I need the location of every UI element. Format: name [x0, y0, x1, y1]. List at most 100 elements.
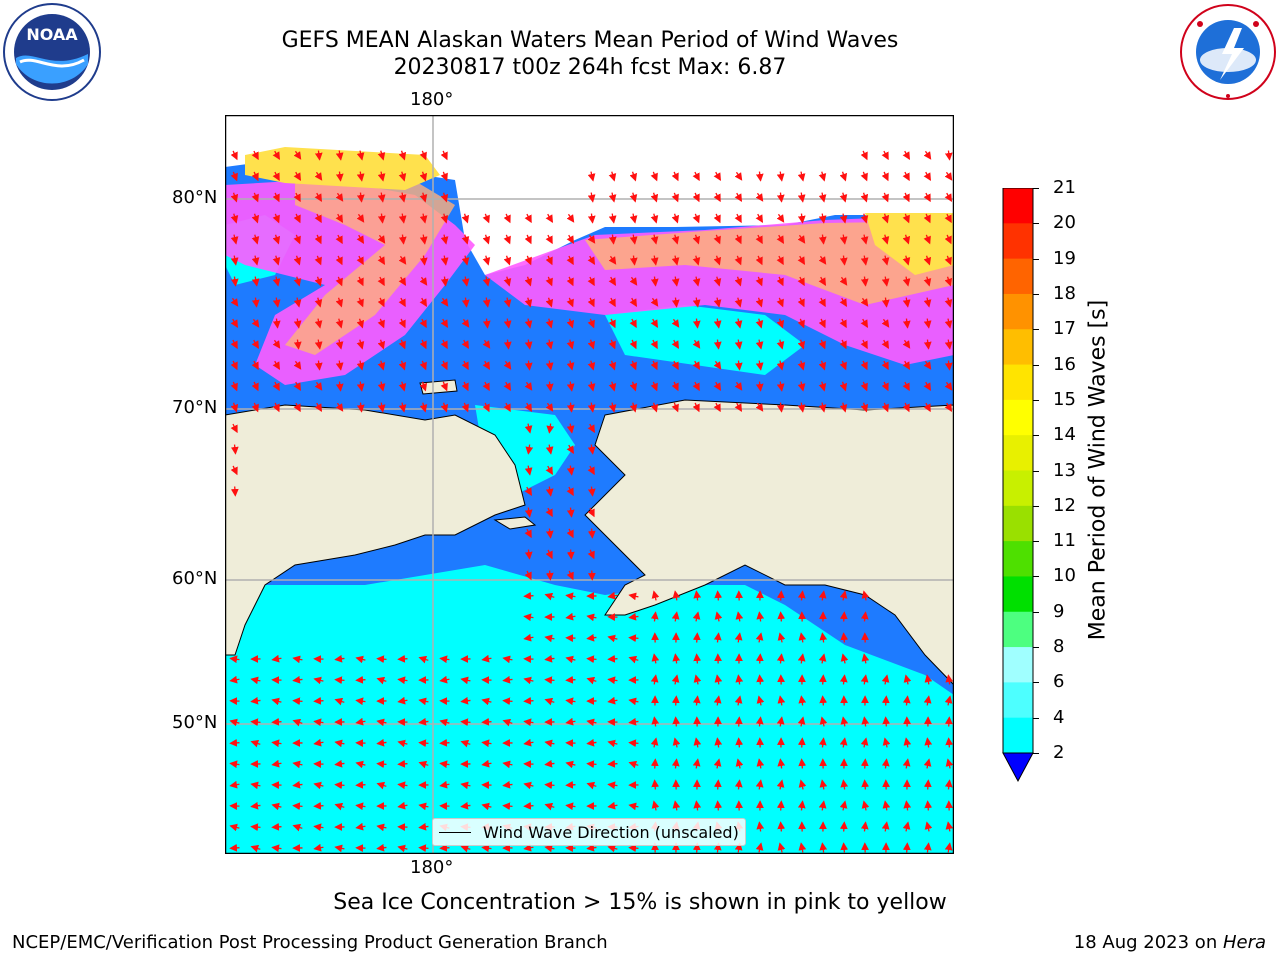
wave-arrow	[376, 823, 387, 832]
wave-arrow	[902, 192, 910, 203]
wave-arrow	[734, 234, 742, 245]
wave-arrow	[693, 590, 702, 601]
wave-arrow	[734, 632, 743, 643]
wave-arrow	[903, 737, 912, 748]
lat-label-50: 50°N	[172, 712, 218, 733]
wave-arrow	[524, 486, 532, 497]
wave-arrow	[440, 213, 449, 224]
wave-arrow	[334, 654, 345, 663]
wave-arrow	[692, 339, 701, 349]
wave-arrow	[839, 800, 848, 811]
wave-arrow	[314, 318, 323, 329]
wave-arrow	[629, 318, 637, 329]
wave-arrow	[629, 171, 638, 182]
wave-arrow	[672, 590, 681, 601]
wave-arrow	[397, 781, 408, 790]
colorbar-tick-mark	[1033, 399, 1039, 401]
wave-arrow	[503, 318, 512, 329]
wave-arrow	[565, 655, 576, 664]
wave-arrow	[839, 339, 847, 350]
wave-arrow	[797, 339, 806, 350]
wave-arrow	[839, 590, 848, 601]
wave-arrow	[586, 760, 597, 769]
wave-arrow	[439, 675, 450, 684]
wave-arrow	[671, 192, 679, 203]
wave-arrow	[755, 234, 763, 245]
wave-arrow	[902, 842, 911, 853]
wave-arrow	[607, 801, 618, 810]
wave-arrow	[755, 716, 764, 727]
wave-arrow	[903, 800, 912, 811]
wave-arrow	[481, 802, 492, 811]
wave-arrow	[944, 318, 953, 329]
wave-arrow	[544, 739, 555, 748]
wave-arrow	[798, 779, 807, 790]
wave-arrow	[714, 590, 723, 601]
wave-arrow	[881, 234, 890, 245]
wave-arrow	[587, 381, 596, 392]
wave-arrow	[587, 444, 596, 455]
wave-arrow	[650, 339, 658, 350]
colorbar-tick-label: 15	[1053, 388, 1076, 410]
wave-arrow	[924, 737, 933, 748]
wave-arrow	[293, 255, 302, 266]
wave-arrow	[860, 318, 868, 328]
wave-arrow	[944, 381, 953, 391]
wave-arrow	[819, 632, 828, 643]
wave-arrow	[440, 255, 449, 266]
wave-arrow	[734, 360, 743, 371]
wave-arrow	[503, 381, 511, 391]
colorbar-block	[1003, 364, 1033, 401]
wave-arrow	[293, 402, 301, 413]
wave-arrow	[861, 800, 870, 811]
wave-arrow	[230, 297, 239, 307]
wave-arrow	[797, 171, 806, 182]
wave-arrow	[671, 339, 679, 349]
wave-arrow	[587, 528, 596, 539]
wave-arrow	[377, 360, 386, 371]
wave-arrow	[587, 276, 595, 287]
wave-arrow	[293, 297, 302, 308]
wave-arrow	[902, 695, 911, 706]
wave-arrow	[734, 213, 742, 224]
wave-arrow	[818, 590, 827, 601]
wave-arrow	[272, 150, 280, 160]
wave-arrow	[818, 360, 827, 371]
wave-arrow	[313, 696, 324, 705]
wave-arrow	[608, 276, 616, 286]
wave-arrow	[545, 297, 554, 308]
colorbar-extend-triangle	[1002, 752, 1034, 783]
wave-arrow	[714, 737, 723, 748]
colorbar-tick-label: 18	[1053, 282, 1076, 304]
wave-arrow	[586, 676, 597, 685]
wave-arrow	[818, 402, 827, 413]
wave-arrow	[523, 781, 534, 790]
wave-arrow	[356, 339, 365, 350]
wave-arrow	[902, 402, 910, 413]
wave-arrow	[566, 276, 574, 287]
wave-arrow	[945, 758, 954, 769]
wave-arrow	[839, 381, 848, 392]
wave-arrow	[902, 381, 910, 392]
wave-arrow	[734, 255, 742, 266]
wave-arrow	[650, 381, 658, 392]
wave-arrow	[860, 402, 869, 413]
wave-arrow	[860, 171, 868, 182]
wave-arrow	[546, 423, 555, 434]
wave-arrow	[860, 821, 869, 832]
wave-arrow	[693, 737, 702, 748]
wave-arrow	[818, 800, 827, 811]
wave-arrow	[734, 779, 743, 790]
wave-arrow	[692, 632, 701, 643]
wave-arrow	[818, 192, 827, 203]
wave-arrow	[482, 213, 490, 224]
wave-arrow	[713, 297, 722, 308]
colorbar-tick-label: 17	[1053, 318, 1076, 340]
wave-arrow	[376, 760, 387, 769]
wave-arrow	[628, 844, 639, 853]
wave-arrow	[818, 318, 826, 329]
wave-arrow	[523, 613, 534, 622]
wave-arrow	[335, 276, 343, 287]
wave-arrow	[945, 737, 954, 748]
wave-arrow	[545, 570, 554, 581]
